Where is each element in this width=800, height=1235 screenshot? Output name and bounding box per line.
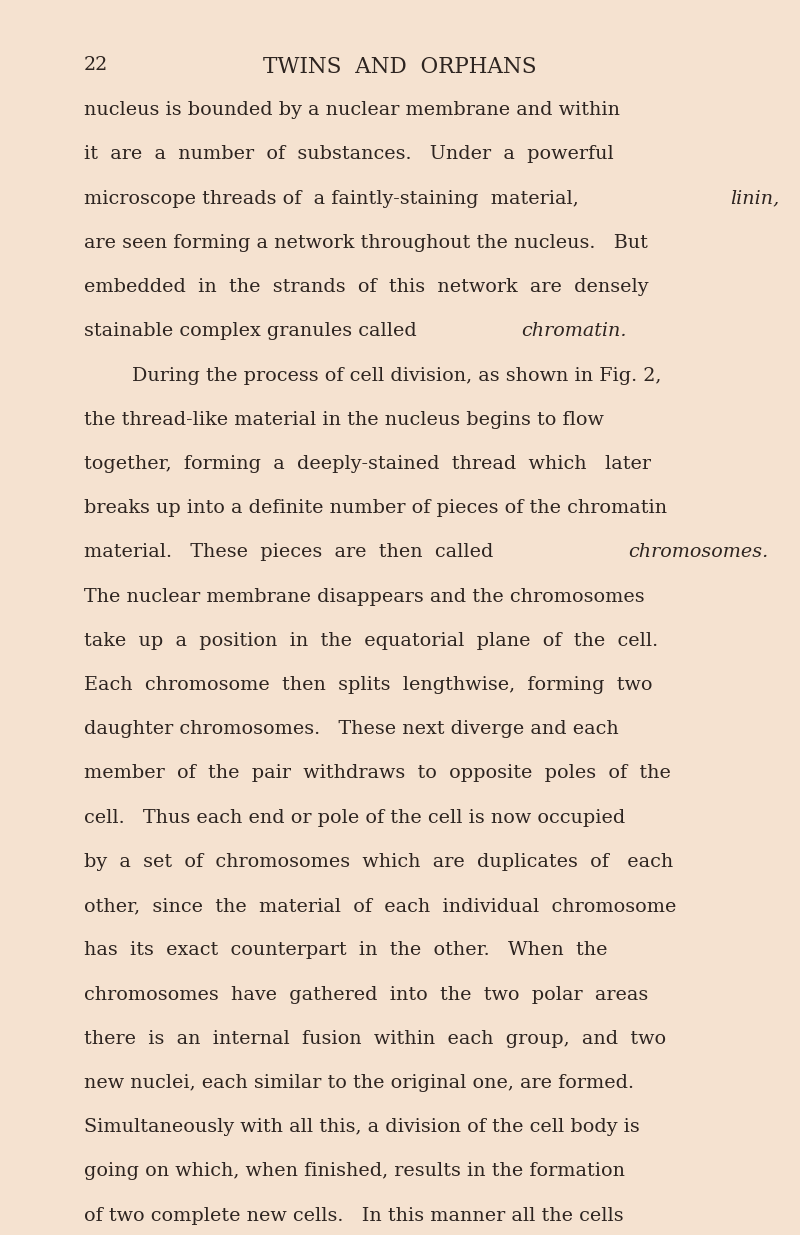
Text: TWINS  AND  ORPHANS: TWINS AND ORPHANS <box>263 56 537 78</box>
Text: During the process of cell division, as shown in Fig. 2,: During the process of cell division, as … <box>132 367 662 384</box>
Text: of two complete new cells.   In this manner all the cells: of two complete new cells. In this manne… <box>84 1207 624 1225</box>
Text: the thread-like material in the nucleus begins to flow: the thread-like material in the nucleus … <box>84 411 604 429</box>
Text: microscope threads of  a faintly-staining  material,: microscope threads of a faintly-staining… <box>84 190 585 207</box>
Text: linin,: linin, <box>730 190 779 207</box>
Text: other,  since  the  material  of  each  individual  chromosome: other, since the material of each indivi… <box>84 897 676 915</box>
Text: chromatin.: chromatin. <box>522 322 626 341</box>
Text: together,  forming  a  deeply-stained  thread  which   later: together, forming a deeply-stained threa… <box>84 454 651 473</box>
Text: going on which, when finished, results in the formation: going on which, when finished, results i… <box>84 1162 625 1181</box>
Text: are seen forming a network throughout the nucleus.   But: are seen forming a network throughout th… <box>84 233 648 252</box>
Text: embedded  in  the  strands  of  this  network  are  densely: embedded in the strands of this network … <box>84 278 649 296</box>
Text: take  up  a  position  in  the  equatorial  plane  of  the  cell.: take up a position in the equatorial pla… <box>84 632 658 650</box>
Text: stainable complex granules called: stainable complex granules called <box>84 322 423 341</box>
Text: member  of  the  pair  withdraws  to  opposite  poles  of  the: member of the pair withdraws to opposite… <box>84 764 671 783</box>
Text: breaks up into a definite number of pieces of the chromatin: breaks up into a definite number of piec… <box>84 499 667 517</box>
Text: by  a  set  of  chromosomes  which  are  duplicates  of   each: by a set of chromosomes which are duplic… <box>84 853 674 871</box>
Text: 22: 22 <box>84 56 108 74</box>
Text: cell.   Thus each end or pole of the cell is now occupied: cell. Thus each end or pole of the cell … <box>84 809 626 826</box>
Text: Each  chromosome  then  splits  lengthwise,  forming  two: Each chromosome then splits lengthwise, … <box>84 676 653 694</box>
Text: chromosomes.: chromosomes. <box>628 543 768 562</box>
Text: The nuclear membrane disappears and the chromosomes: The nuclear membrane disappears and the … <box>84 588 645 605</box>
Text: Simultaneously with all this, a division of the cell body is: Simultaneously with all this, a division… <box>84 1118 640 1136</box>
Text: new nuclei, each similar to the original one, are formed.: new nuclei, each similar to the original… <box>84 1074 634 1092</box>
Text: there  is  an  internal  fusion  within  each  group,  and  two: there is an internal fusion within each … <box>84 1030 666 1047</box>
Text: daughter chromosomes.   These next diverge and each: daughter chromosomes. These next diverge… <box>84 720 618 739</box>
Text: nucleus is bounded by a nuclear membrane and within: nucleus is bounded by a nuclear membrane… <box>84 101 620 120</box>
Text: it  are  a  number  of  substances.   Under  a  powerful: it are a number of substances. Under a p… <box>84 146 614 163</box>
Text: has  its  exact  counterpart  in  the  other.   When  the: has its exact counterpart in the other. … <box>84 941 607 960</box>
Text: material.   These  pieces  are  then  called: material. These pieces are then called <box>84 543 506 562</box>
Text: chromosomes  have  gathered  into  the  two  polar  areas: chromosomes have gathered into the two p… <box>84 986 648 1004</box>
